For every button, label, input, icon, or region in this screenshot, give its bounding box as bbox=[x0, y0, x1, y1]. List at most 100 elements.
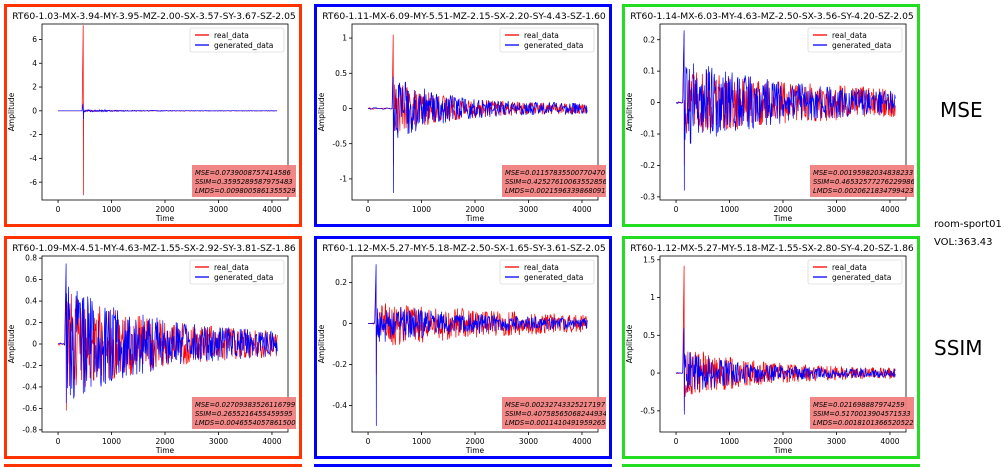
x-tick-label: 2000 bbox=[773, 205, 792, 214]
y-tick-label: -0.2 bbox=[22, 361, 37, 370]
legend-box bbox=[499, 27, 595, 53]
y-tick-label: -0.5 bbox=[640, 406, 655, 415]
next-row-border bbox=[4, 464, 302, 467]
x-tick-label: 0 bbox=[674, 437, 679, 446]
series-group bbox=[57, 263, 278, 411]
y-tick-label: 1 bbox=[650, 293, 655, 302]
y-tick-label: -4 bbox=[30, 154, 38, 163]
x-tick-label: 3000 bbox=[519, 437, 538, 446]
y-tick-label: 0.5 bbox=[643, 331, 655, 340]
series-line-real bbox=[675, 33, 896, 166]
y-tick-label: 0.5 bbox=[335, 69, 347, 78]
chart-svg: RT60-1.12-MX-5.27-MY-5.18-MZ-2.50-SX-1.6… bbox=[317, 243, 606, 453]
y-tick-label: -6 bbox=[30, 178, 38, 187]
y-tick-label: 0.6 bbox=[25, 275, 37, 284]
y-axis-label: Amplitude bbox=[317, 92, 326, 131]
metric-mse: MSE=0.00195982034838233 bbox=[813, 169, 913, 177]
y-tick-label: 0 bbox=[650, 98, 655, 107]
x-tick-label: 0 bbox=[56, 437, 61, 446]
metric-ssim: SSIM=0.40758565068244934 bbox=[505, 410, 606, 418]
x-tick-label: 2000 bbox=[155, 437, 174, 446]
y-axis-label: Amplitude bbox=[317, 324, 326, 363]
legend-box bbox=[807, 27, 903, 53]
metric-ssim: SSIM=0.42527610063552856 bbox=[505, 178, 606, 186]
y-tick-label: 0.4 bbox=[25, 297, 37, 306]
metric-lmds: LMDS=0.00114104919592654 bbox=[505, 419, 606, 427]
chart-title: RT60-1.12-MX-5.27-MY-5.18-MZ-2.50-SX-1.6… bbox=[322, 243, 606, 254]
x-tick-label: 2000 bbox=[773, 437, 792, 446]
chart-panel: RT60-1.12-MX-5.27-MY-5.18-MZ-2.50-SX-1.6… bbox=[314, 236, 612, 459]
chart-svg: RT60-1.11-MX-6.09-MY-5.51-MZ-2.15-SX-2.2… bbox=[317, 11, 606, 221]
series-group bbox=[367, 264, 588, 426]
chart-panel: RT60-1.09-MX-4.51-MY-4.63-MZ-1.55-SX-2.9… bbox=[4, 236, 302, 459]
x-tick-label: 4000 bbox=[572, 205, 591, 214]
chart-title: RT60-1.11-MX-6.09-MY-5.51-MZ-2.15-SX-2.2… bbox=[322, 11, 606, 22]
y-tick-label: 0 bbox=[650, 369, 655, 378]
metric-mse: MSE=0.021698887974259 bbox=[813, 401, 905, 409]
chart-panel: RT60-1.12-MX-5.27-MY-5.18-MZ-1.55-SX-2.8… bbox=[622, 236, 920, 459]
y-tick-label: -0.6 bbox=[22, 404, 37, 413]
metrics-box bbox=[192, 165, 296, 197]
y-tick-label: 1.5 bbox=[643, 255, 655, 264]
legend-label-generated: generated_data bbox=[214, 273, 273, 282]
series-line-generated bbox=[675, 30, 896, 191]
x-axis-label: Time bbox=[465, 446, 485, 453]
legend-label-generated: generated_data bbox=[214, 41, 273, 50]
series-group bbox=[367, 34, 588, 194]
series-group bbox=[58, 25, 278, 196]
metric-ssim: SSIM=0.46532577276229986 bbox=[813, 178, 914, 186]
series-group bbox=[675, 30, 896, 191]
legend-label-generated: generated_data bbox=[832, 273, 891, 282]
metric-ssim: SSIM=0.2655216455459595 bbox=[195, 410, 293, 418]
y-tick-label: 4 bbox=[32, 59, 37, 68]
x-axis-label: Time bbox=[773, 214, 793, 221]
x-tick-label: 2000 bbox=[465, 437, 484, 446]
x-tick-label: 3000 bbox=[209, 437, 228, 446]
y-axis-label: Amplitude bbox=[7, 92, 16, 131]
x-tick-label: 1000 bbox=[720, 205, 739, 214]
chart-panel: RT60-1.14-MX-6.03-MY-4.63-MZ-2.50-SX-3.5… bbox=[622, 4, 920, 227]
x-tick-label: 3000 bbox=[519, 205, 538, 214]
x-tick-label: 2000 bbox=[465, 205, 484, 214]
y-axis-label: Amplitude bbox=[625, 324, 634, 363]
metrics-box bbox=[502, 397, 606, 429]
metric-lmds: LMDS=0.00181013665205220 bbox=[813, 419, 914, 427]
y-tick-label: -0.3 bbox=[640, 192, 655, 201]
next-row-border bbox=[314, 464, 612, 467]
y-tick-label: 0 bbox=[32, 340, 37, 349]
metric-label-bottom: SSIM bbox=[934, 336, 983, 360]
y-axis-label: Amplitude bbox=[7, 324, 16, 363]
chart-title: RT60-1.14-MX-6.03-MY-4.63-MZ-2.50-SX-3.5… bbox=[630, 11, 914, 22]
x-axis-label: Time bbox=[155, 446, 175, 453]
chart-title: RT60-1.12-MX-5.27-MY-5.18-MZ-1.55-SX-2.8… bbox=[630, 243, 914, 254]
x-tick-label: 4000 bbox=[572, 437, 591, 446]
chart-svg: RT60-1.09-MX-4.51-MY-4.63-MZ-1.55-SX-2.9… bbox=[7, 243, 296, 453]
x-tick-label: 0 bbox=[56, 205, 61, 214]
chart-panel: RT60-1.03-MX-3.94-MY-3.95-MZ-2.00-SX-3.5… bbox=[4, 4, 302, 227]
x-axis-label: Time bbox=[155, 214, 175, 221]
metric-mse: MSE=0.02709383526116799 bbox=[195, 401, 295, 409]
legend-label-real: real_data bbox=[214, 31, 249, 40]
x-tick-label: 1000 bbox=[720, 437, 739, 446]
chart-title: RT60-1.09-MX-4.51-MY-4.63-MZ-1.55-SX-2.9… bbox=[12, 243, 296, 254]
legend-box bbox=[189, 259, 285, 285]
legend-label-real: real_data bbox=[832, 263, 867, 272]
chart-title: RT60-1.03-MX-3.94-MY-3.95-MZ-2.00-SX-3.5… bbox=[12, 11, 296, 22]
metric-lmds: LMDS=0.00215963398680918 bbox=[505, 187, 606, 195]
metric-lmds: LMDS=0.00465540578615008 bbox=[195, 419, 296, 427]
y-tick-label: 1 bbox=[342, 34, 347, 43]
legend-box bbox=[499, 259, 595, 285]
series-line-generated bbox=[675, 327, 896, 415]
y-tick-label: 0 bbox=[32, 106, 37, 115]
legend-label-generated: generated_data bbox=[524, 273, 583, 282]
y-tick-label: 0.2 bbox=[25, 318, 37, 327]
metric-mse: MSE=0.00232743325217197 bbox=[505, 401, 606, 409]
y-tick-label: 2 bbox=[32, 83, 37, 92]
y-tick-label: 0 bbox=[342, 319, 347, 328]
legend-label-generated: generated_data bbox=[832, 41, 891, 50]
metric-mse: MSE=0.0739008757414586 bbox=[195, 169, 292, 177]
metrics-box bbox=[810, 165, 914, 197]
y-tick-label: 6 bbox=[32, 35, 37, 44]
x-axis-label: Time bbox=[773, 446, 793, 453]
x-tick-label: 0 bbox=[674, 205, 679, 214]
